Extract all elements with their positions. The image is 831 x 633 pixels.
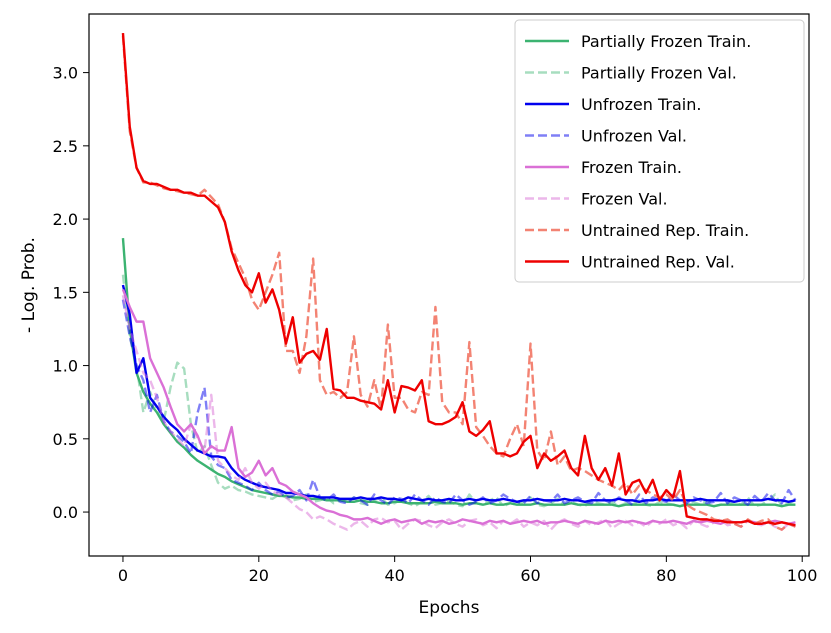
y-tick-label: 1.5 — [53, 283, 78, 302]
legend-label: Unfrozen Val. — [581, 127, 687, 146]
y-axis-label: - Log. Prob. — [19, 237, 39, 333]
legend-label: Partially Frozen Val. — [581, 64, 737, 83]
series-line-frozen-train — [121, 288, 796, 525]
legend-label: Untrained Rep. Train. — [581, 221, 749, 240]
series-line-partially-frozen-val — [121, 274, 796, 508]
x-tick-label: 0 — [118, 566, 128, 585]
x-tick-label: 60 — [520, 566, 540, 585]
y-tick-label: 2.0 — [53, 210, 78, 229]
x-tick-label: 80 — [656, 566, 676, 585]
y-tick-label: 0.5 — [53, 430, 78, 449]
series-line-frozen-val — [121, 295, 796, 531]
legend-box — [514, 19, 805, 283]
legend-label: Untrained Rep. Val. — [581, 253, 735, 272]
plot-frame — [88, 13, 810, 557]
legend-label: Partially Frozen Train. — [581, 32, 751, 51]
x-tick-label: 20 — [249, 566, 269, 585]
y-tick-label: 0.0 — [53, 503, 78, 522]
series-line-untrained-rep-val — [121, 32, 796, 527]
y-tick-label: 3.0 — [53, 64, 78, 83]
axis-layer: 0 20 40 60 80 100 0.0 0.5 1.0 1.5 2.0 2.5 3.0 — [53, 64, 818, 585]
series-line-partially-frozen-train — [121, 238, 796, 508]
y-tick-label: 1.0 — [53, 357, 78, 376]
x-tick-label: 100 — [787, 566, 818, 585]
legend: Partially Frozen Train. Partially Frozen … — [514, 19, 805, 283]
legend-label: Unfrozen Train. — [581, 95, 701, 114]
y-tick-label: 2.5 — [53, 137, 78, 156]
series-layer — [121, 32, 797, 531]
legend-label: Frozen Train. — [581, 158, 682, 177]
legend-label: Frozen Val. — [581, 190, 668, 209]
x-axis-label: Epochs — [419, 598, 480, 618]
x-tick-label: 40 — [384, 566, 404, 585]
